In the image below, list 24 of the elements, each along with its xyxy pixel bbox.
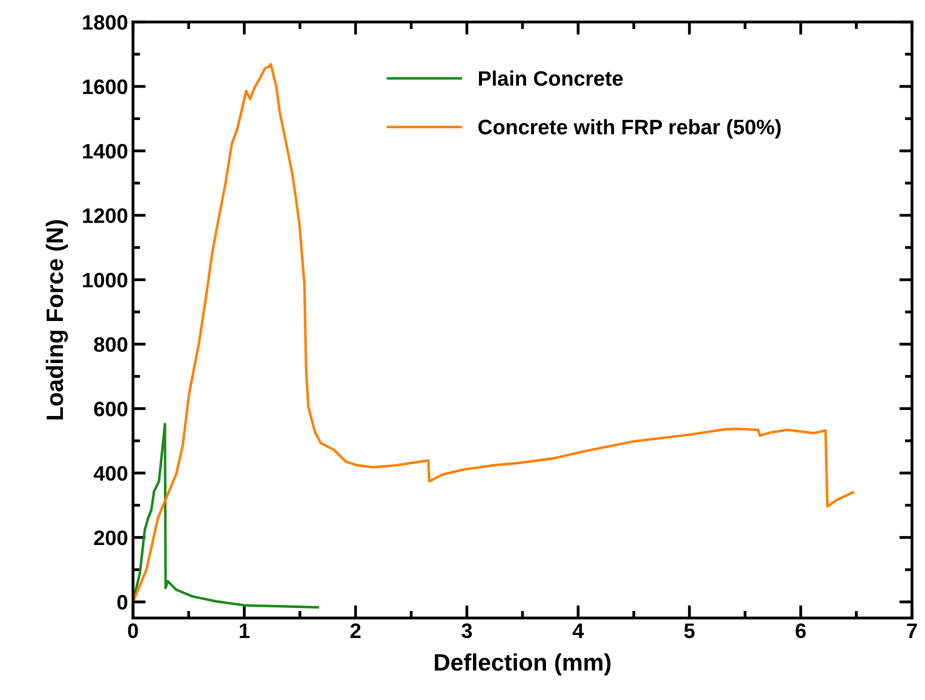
x-tick-label: 1 bbox=[240, 624, 250, 638]
line-series bbox=[133, 62, 854, 604]
y-tick-label: 1600 bbox=[83, 79, 128, 94]
x-axis-title: Deflection (mm) bbox=[434, 653, 611, 676]
y-axis-title: Loading Force (N) bbox=[46, 220, 68, 420]
x-tick-label: 3 bbox=[462, 623, 472, 638]
x-tick-label: 0 bbox=[128, 623, 138, 638]
legend-label: Concrete with FRP rebar (50%) bbox=[478, 119, 781, 139]
y-tick-label: 1400 bbox=[83, 144, 128, 159]
y-tick-label: 400 bbox=[94, 466, 128, 481]
y-tick-label: 0 bbox=[117, 594, 128, 610]
y-tick-label: 600 bbox=[94, 402, 128, 416]
y-tick-label: 800 bbox=[94, 337, 128, 352]
y-tick-label: 1800 bbox=[83, 15, 128, 30]
y-tick-label: 1000 bbox=[83, 272, 128, 288]
x-tick-label: 6 bbox=[796, 623, 806, 638]
x-tick-label: 2 bbox=[350, 623, 361, 638]
legend-label: Plain Concrete bbox=[478, 70, 623, 86]
line-series bbox=[133, 422, 319, 609]
x-tick-label: 5 bbox=[684, 624, 695, 638]
x-tick-label: 7 bbox=[907, 624, 917, 638]
y-tick-label: 200 bbox=[94, 530, 128, 546]
y-tick-label: 1200 bbox=[83, 208, 128, 224]
x-tick-label: 4 bbox=[572, 624, 584, 638]
